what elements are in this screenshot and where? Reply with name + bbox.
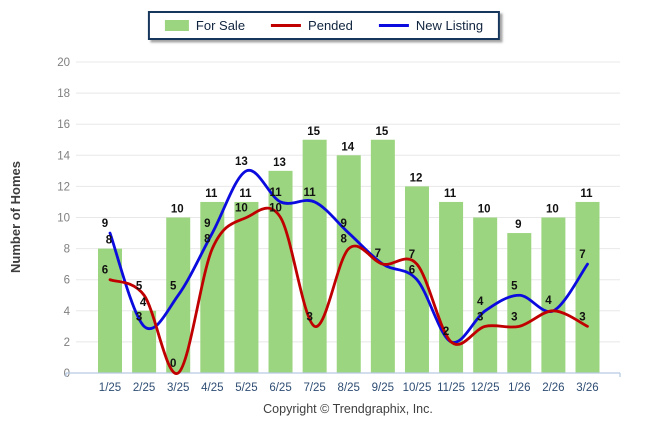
- for-sale-value-label: 8: [106, 235, 113, 247]
- x-tick-label: 11/25: [437, 382, 465, 394]
- for-sale-bars-group: [98, 139, 600, 373]
- shared-value-label: 4: [545, 295, 552, 307]
- copyright-text: Copyright © Trendgraphix, Inc.: [263, 402, 433, 416]
- x-tick-label: 10/25: [403, 382, 432, 394]
- legend-item-pended: Pended: [271, 18, 353, 33]
- for-sale-value-label: 13: [273, 157, 286, 169]
- for-sale-value-label: 10: [171, 204, 184, 216]
- pended-value-label: 3: [477, 311, 483, 323]
- pended-value-label: 8: [341, 234, 348, 246]
- x-tick-label: 1/26: [508, 382, 530, 394]
- new-listing-value-label: 9: [102, 218, 108, 230]
- for-sale-value-label: 15: [307, 126, 320, 138]
- pended-line-swatch-icon: [271, 24, 302, 27]
- x-tick-label: 3/25: [167, 382, 189, 394]
- for-sale-value-label: 12: [410, 172, 423, 184]
- new-listing-value-label: 11: [304, 187, 317, 199]
- for-sale-bar: [234, 201, 259, 373]
- y-tick-label: 0: [64, 368, 70, 380]
- for-sale-bar: [439, 201, 464, 373]
- y-axis-tick-labels: 0 2 4 6 8 10 12 14 16 18 20: [57, 57, 70, 380]
- new-listing-value-label: 5: [170, 280, 177, 292]
- x-tick-label: 4/25: [201, 382, 223, 394]
- for-sale-value-label: 11: [205, 188, 218, 200]
- new-listing-value-label: 11: [269, 187, 282, 199]
- x-axis-tick-labels: 1/25 2/25 3/25 4/25 5/25 6/25 7/25 8/25 9/25 10/2…: [99, 382, 599, 394]
- y-tick-label: 4: [64, 306, 71, 318]
- for-sale-value-label: 11: [444, 188, 457, 200]
- x-tick-label: 6/25: [269, 382, 291, 394]
- pended-value-label: 10: [269, 203, 282, 215]
- x-tick-label: 7/25: [303, 382, 325, 394]
- pended-value-label: 5: [136, 280, 143, 292]
- pended-value-label: 3: [511, 311, 517, 323]
- for-sale-bar: [132, 310, 157, 373]
- for-sale-value-label: 14: [341, 141, 354, 153]
- x-tick-label: 12/25: [471, 382, 500, 394]
- y-axis-title: Number of Homes: [8, 161, 23, 273]
- x-tick-label: 9/25: [372, 382, 394, 394]
- y-tick-label: 10: [57, 213, 70, 225]
- for-sale-bar: [302, 139, 327, 373]
- new-listing-value-label: 3: [136, 311, 142, 323]
- x-tick-label: 2/25: [133, 382, 155, 394]
- y-tick-label: 12: [57, 181, 70, 193]
- y-tick-label: 18: [57, 88, 70, 100]
- for-sale-bar: [98, 248, 122, 373]
- pended-value-label: 3: [579, 311, 585, 323]
- pended-value-label: 0: [170, 358, 176, 370]
- legend-item-new-listing: New Listing: [378, 18, 484, 33]
- x-tick-label: 5/25: [235, 382, 257, 394]
- y-tick-label: 14: [57, 150, 70, 162]
- legend-label-for-sale: For Sale: [195, 18, 246, 33]
- for-sale-value-label: 4: [140, 297, 147, 309]
- y-tick-label: 6: [64, 275, 70, 287]
- for-sale-value-label: 9: [515, 219, 521, 231]
- for-sale-bar: [507, 233, 532, 373]
- pended-value-label: 10: [235, 203, 248, 215]
- for-sale-bar: [473, 217, 498, 373]
- legend-label-new-listing: New Listing: [415, 18, 484, 33]
- y-tick-label: 16: [57, 119, 70, 131]
- for-sale-value-label: 10: [546, 204, 559, 216]
- new-listing-value-label: 9: [204, 218, 210, 230]
- pended-value-label: 3: [306, 311, 312, 323]
- new-listing-value-label: 5: [511, 280, 518, 292]
- pended-line: [108, 206, 589, 375]
- for-sale-value-label: 11: [580, 188, 593, 200]
- x-tick-label: 2/26: [542, 382, 564, 394]
- new-listing-value-label: 9: [341, 218, 347, 230]
- for-sale-bar: [541, 217, 566, 373]
- legend: For Sale Pended New Listing: [147, 11, 501, 40]
- legend-label-pended: Pended: [308, 18, 353, 33]
- pended-value-label: 8: [204, 234, 211, 246]
- new-listing-line-swatch-icon: [378, 24, 409, 27]
- new-listing-value-label: 7: [579, 249, 585, 261]
- value-labels-group: 8 4 10 11 11 13 15 14 15 12 11 10 9 10 11 6 9 5 3 0 5 8 9 10 13 1…: [102, 126, 593, 370]
- x-tick-label: 8/25: [338, 382, 360, 394]
- new-listing-value-label: 6: [409, 265, 415, 277]
- x-tick-label: 3/26: [576, 382, 598, 394]
- for-sale-swatch-icon: [164, 20, 189, 31]
- for-sale-value-label: 15: [375, 126, 388, 138]
- new-listing-value-label: 13: [235, 156, 248, 168]
- new-listing-value-label: 4: [477, 296, 484, 308]
- legend-item-for-sale: For Sale: [164, 18, 246, 33]
- for-sale-value-label: 11: [239, 188, 252, 200]
- pended-value-label: 6: [102, 265, 108, 277]
- y-tick-label: 20: [57, 57, 70, 69]
- for-sale-value-label: 10: [478, 204, 491, 216]
- pended-value-label: 7: [409, 249, 415, 261]
- y-tick-label: 8: [64, 244, 70, 256]
- x-tick-label: 1/25: [99, 382, 121, 394]
- y-tick-label: 2: [64, 337, 70, 349]
- shared-value-label: 7: [375, 248, 381, 260]
- new-listing-line: [108, 169, 589, 344]
- for-sale-bar: [575, 201, 600, 373]
- shared-value-label: 2: [443, 326, 449, 338]
